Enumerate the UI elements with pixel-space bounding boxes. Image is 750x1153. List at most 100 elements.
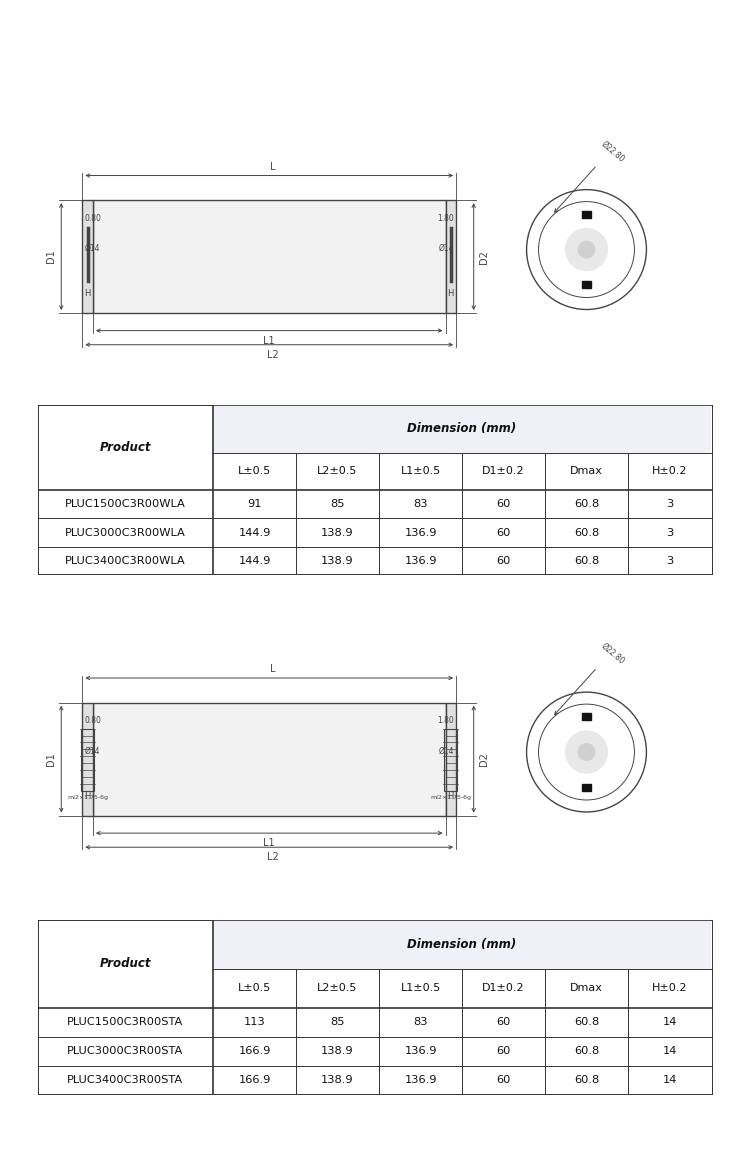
Text: D2: D2 [478,752,489,766]
Text: 138.9: 138.9 [321,556,354,566]
Text: Ø14: Ø14 [85,244,100,253]
Text: Dmax: Dmax [570,466,603,476]
Circle shape [566,731,608,774]
Text: 60: 60 [496,556,511,566]
Bar [445,729,458,791]
Text: 83: 83 [413,499,428,510]
Bar [581,784,592,791]
Text: H: H [85,792,91,800]
Text: 60: 60 [496,528,511,537]
Text: PLUC3400C3R00WLA: PLUC3400C3R00WLA [65,556,185,566]
Text: L±0.5: L±0.5 [238,984,272,993]
Text: L: L [270,163,275,172]
Text: Ø14: Ø14 [439,746,454,755]
Text: L: L [270,664,275,675]
Text: 14: 14 [662,1017,676,1027]
Circle shape [578,744,595,761]
Text: L2±0.5: L2±0.5 [317,466,358,476]
Text: L2: L2 [267,349,279,360]
Text: Product: Product [100,957,151,971]
Text: 3: 3 [666,499,674,510]
Text: Ø14: Ø14 [439,244,454,253]
Text: 138.9: 138.9 [321,1076,354,1085]
Bar [446,201,456,312]
Text: 1.80: 1.80 [437,213,454,223]
Text: 136.9: 136.9 [404,1046,436,1056]
Text: 91: 91 [248,499,262,510]
Bar [81,729,94,791]
Text: 60.8: 60.8 [574,1076,599,1085]
Text: H: H [85,289,91,299]
Text: 136.9: 136.9 [404,528,436,537]
Text: 83: 83 [413,1017,428,1027]
Text: 0.80: 0.80 [85,213,101,223]
Text: Construction and Dimensions: Construction and Dimensions [156,37,594,62]
Bar [93,201,446,312]
Text: 14: 14 [662,1046,676,1056]
Bar [82,201,93,312]
Text: Dimension (mm): Dimension (mm) [407,939,517,951]
Text: L1: L1 [263,336,275,346]
Text: PLUC3000C3R00STA: PLUC3000C3R00STA [68,1046,183,1056]
Text: L1: L1 [263,838,275,849]
Bar [82,702,93,815]
Text: 3: 3 [666,528,674,537]
Text: D1±0.2: D1±0.2 [482,984,525,993]
Bar [446,702,456,815]
Text: 60.8: 60.8 [574,1046,599,1056]
Text: D1±0.2: D1±0.2 [482,466,525,476]
Text: 166.9: 166.9 [238,1046,271,1056]
Text: L1±0.5: L1±0.5 [400,984,441,993]
Text: D1: D1 [46,752,56,766]
Text: 60.8: 60.8 [574,528,599,537]
Text: 136.9: 136.9 [404,1076,436,1085]
Text: 60: 60 [496,499,511,510]
Text: 166.9: 166.9 [238,1076,271,1085]
Text: 85: 85 [330,1017,345,1027]
Bar [581,211,592,218]
Text: D2: D2 [478,250,489,264]
Text: 144.9: 144.9 [238,556,271,566]
Text: L±0.5: L±0.5 [238,466,272,476]
Text: L1±0.5: L1±0.5 [400,466,441,476]
Text: 138.9: 138.9 [321,528,354,537]
Text: ml2×1.75-6g: ml2×1.75-6g [430,794,471,800]
Text: L2: L2 [267,852,279,862]
Text: 138.9: 138.9 [321,1046,354,1056]
Text: H: H [448,792,454,800]
Text: Dmax: Dmax [570,984,603,993]
Text: 85: 85 [330,499,345,510]
Text: 14: 14 [662,1076,676,1085]
Text: 60.8: 60.8 [574,556,599,566]
Text: PLUC3000C3R00WLA: PLUC3000C3R00WLA [64,528,186,537]
Bar [93,702,446,815]
Text: H: H [448,289,454,299]
Text: 3: 3 [666,556,674,566]
Text: 60.8: 60.8 [574,1017,599,1027]
Text: H±0.2: H±0.2 [652,466,688,476]
Text: D1: D1 [46,250,56,264]
Text: 60: 60 [496,1017,511,1027]
Text: Dimension (mm): Dimension (mm) [407,422,517,436]
Text: 60: 60 [496,1076,511,1085]
Text: ml2×1.75-6g: ml2×1.75-6g [68,794,108,800]
Text: Product: Product [100,440,151,454]
Bar [581,714,592,721]
Text: 144.9: 144.9 [238,528,271,537]
Text: 136.9: 136.9 [404,556,436,566]
Circle shape [578,241,595,258]
Text: Ø14: Ø14 [85,746,100,755]
Text: Ø22.80: Ø22.80 [599,641,626,666]
Bar [581,281,592,288]
Text: PLUC1500C3R00STA: PLUC1500C3R00STA [68,1017,183,1027]
Text: PLUC3400C3R00STA: PLUC3400C3R00STA [68,1076,183,1085]
Text: PLUC1500C3R00WLA: PLUC1500C3R00WLA [64,499,186,510]
Text: Ø22.80: Ø22.80 [599,140,626,164]
Text: 0.80: 0.80 [85,716,101,725]
Circle shape [566,228,608,271]
Bar [213,920,711,969]
Text: 60: 60 [496,1046,511,1056]
Text: L2±0.5: L2±0.5 [317,984,358,993]
Text: H±0.2: H±0.2 [652,984,688,993]
Text: 60.8: 60.8 [574,499,599,510]
